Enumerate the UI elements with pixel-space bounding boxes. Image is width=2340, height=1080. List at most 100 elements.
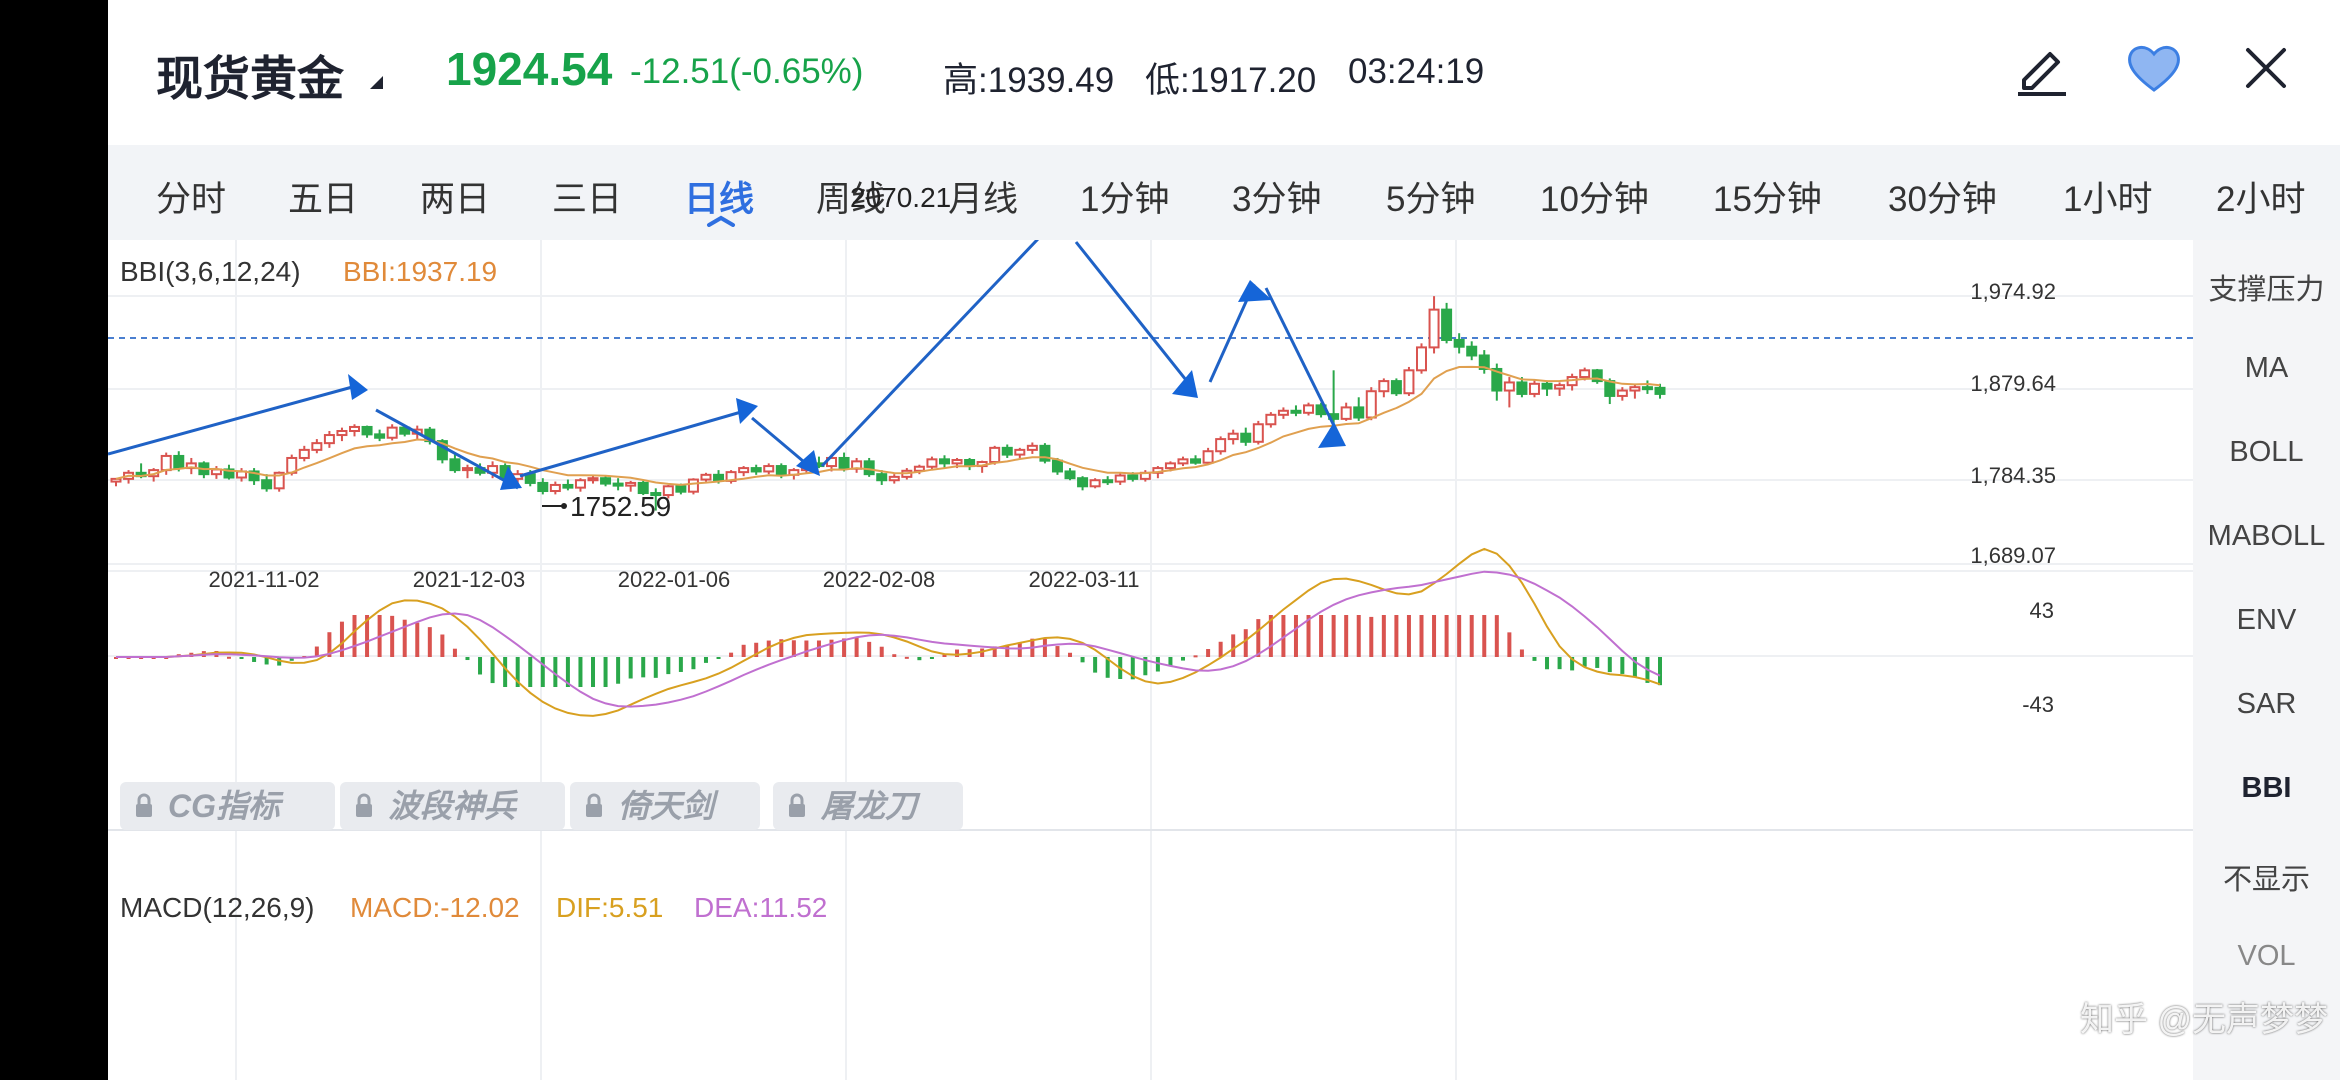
trend-arrowhead	[1172, 370, 1198, 398]
tab-daily[interactable]: 日线	[684, 180, 755, 219]
tab-5day[interactable]: 五日	[288, 180, 359, 219]
page-title[interactable]: 现货黄金	[156, 52, 344, 105]
candle-body	[1453, 338, 1465, 348]
macd-histogram-bar	[264, 657, 269, 665]
candle	[1541, 380, 1553, 396]
candle	[1227, 429, 1239, 445]
macd-histogram-bar	[1218, 641, 1223, 657]
tab-1min[interactable]: 1分钟	[1080, 180, 1170, 219]
macd-histogram-bar	[980, 648, 985, 657]
menu-maboll[interactable]: MABOLL	[2207, 520, 2326, 552]
macd-histogram-bar	[1394, 615, 1399, 657]
candle	[1303, 402, 1315, 416]
menu-hide[interactable]: 不显示	[2222, 864, 2310, 896]
macd-histogram-bar	[1319, 615, 1324, 657]
candle-body	[1441, 308, 1453, 341]
macd-histogram-bar	[339, 621, 344, 657]
candle-body	[1365, 390, 1377, 419]
badge-yitian[interactable]: 倚天剑	[570, 782, 760, 830]
candle-body	[1215, 438, 1227, 453]
candle	[1516, 377, 1528, 398]
badge-cg[interactable]: CG指标	[120, 782, 335, 830]
macd-indicator-label[interactable]: MACD(12,26,9)	[120, 892, 315, 923]
macd-histogram-bar	[540, 657, 545, 687]
candle	[1064, 468, 1076, 481]
edit-icon[interactable]	[2010, 36, 2074, 100]
menu-ma[interactable]: MA	[2244, 352, 2289, 384]
macd-histogram-bar	[1193, 655, 1198, 658]
badge-tulong[interactable]: 屠龙刀	[773, 782, 963, 830]
bbi-indicator-label[interactable]: BBI(3,6,12,24)	[120, 256, 301, 287]
macd-axis-top: 43	[2030, 598, 2054, 623]
tab-10min[interactable]: 10分钟	[1540, 180, 1649, 219]
macd-histogram-bar	[716, 657, 721, 659]
menu-boll[interactable]: BOLL	[2229, 436, 2304, 468]
tab-monthly[interactable]: 月线	[948, 180, 1019, 219]
dif-value: DIF:5.51	[556, 892, 664, 923]
candle-body	[386, 426, 398, 439]
macd-histogram-bar	[1356, 615, 1361, 657]
candle-body	[863, 460, 875, 476]
candle-body	[1051, 459, 1063, 473]
favorite-heart-icon[interactable]	[2122, 36, 2186, 100]
macd-histogram-bar	[327, 632, 332, 657]
candle-body	[273, 471, 285, 490]
candle	[449, 454, 461, 473]
macd-histogram-bar	[703, 657, 708, 663]
candle-body	[1378, 380, 1390, 393]
title-dropdown-icon[interactable]	[370, 76, 383, 89]
tab-15min[interactable]: 15分钟	[1713, 180, 1822, 219]
watermark: 知乎 @无声梦梦	[2080, 1001, 2328, 1039]
candle-body	[713, 473, 725, 482]
menu-env[interactable]: ENV	[2236, 604, 2297, 636]
menu-vol[interactable]: VOL	[2237, 940, 2296, 972]
macd-histogram-bar	[666, 657, 671, 675]
tab-3day[interactable]: 三日	[552, 180, 623, 219]
candle	[650, 488, 662, 511]
candle	[1403, 366, 1415, 396]
macd-histogram-bar	[1055, 646, 1060, 657]
menu-bbi[interactable]: BBI	[2241, 772, 2292, 804]
macd-histogram-bar	[1344, 615, 1349, 657]
dea-value: DEA:11.52	[694, 892, 828, 923]
menu-support-resistance[interactable]: 支撑压力	[2208, 274, 2325, 306]
high-price: 高:1939.49	[943, 61, 1115, 100]
tab-2day[interactable]: 两日	[420, 180, 491, 219]
macd-histogram-bar	[955, 649, 960, 657]
tab-3min[interactable]: 3分钟	[1232, 180, 1322, 219]
tab-1hour[interactable]: 1小时	[2063, 180, 2153, 219]
candle-body	[876, 473, 888, 482]
candle-body	[110, 477, 122, 483]
candle-body	[1014, 448, 1026, 456]
candle-body	[926, 458, 938, 468]
candle	[537, 478, 549, 495]
macd-histogram-bar	[1231, 634, 1236, 657]
candle-body	[1541, 382, 1553, 390]
candle-body	[1554, 384, 1566, 390]
badge-wave[interactable]: 波段神兵	[340, 782, 565, 830]
candlestick-chart[interactable]: 1752.592,070.211,974.921,879.641,784.351…	[108, 240, 2193, 1080]
tab-30min[interactable]: 30分钟	[1888, 180, 1997, 219]
candle	[1428, 296, 1440, 354]
trend-arrowhead	[1318, 422, 1346, 448]
candle	[1591, 368, 1603, 384]
macd-histogram-bar	[1532, 657, 1537, 661]
tab-5min[interactable]: 5分钟	[1386, 180, 1476, 219]
macd-histogram-bar	[779, 639, 784, 657]
menu-sar[interactable]: SAR	[2236, 688, 2297, 720]
candle	[1114, 472, 1126, 485]
tab-2hour[interactable]: 2小时	[2216, 180, 2306, 219]
max-price-label: 2070.21	[850, 182, 952, 213]
candle	[1528, 380, 1540, 398]
y-axis-tick-label: 1,784.35	[1970, 463, 2056, 488]
macd-histogram-bar	[1005, 644, 1010, 657]
tab-weekly[interactable]: 周线	[816, 180, 887, 219]
macd-histogram-bar	[1557, 657, 1562, 670]
macd-histogram-bar	[653, 657, 658, 678]
macd-histogram-bar	[1068, 652, 1073, 657]
chart-area[interactable]: 1752.592,070.211,974.921,879.641,784.351…	[108, 182, 2193, 1080]
tab-fenshi[interactable]: 分时	[156, 180, 227, 219]
macd-histogram-bar	[1582, 657, 1587, 667]
macd-histogram-bar	[402, 619, 407, 657]
close-icon[interactable]	[2234, 36, 2298, 100]
